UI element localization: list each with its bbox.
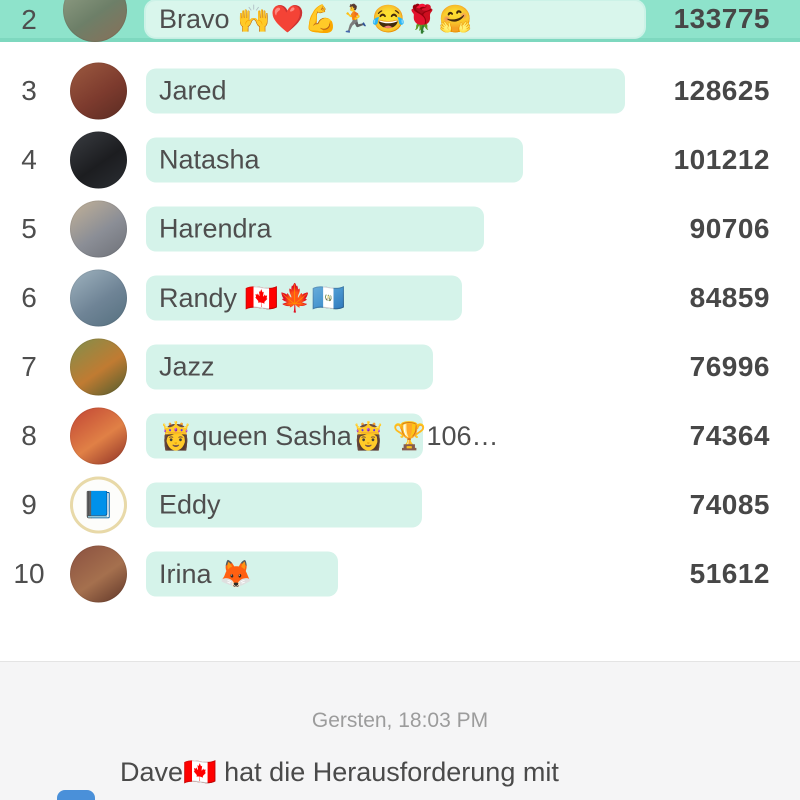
user-name: Randy 🇨🇦🍁🇬🇹 (159, 282, 346, 313)
user-avatar[interactable] (70, 62, 127, 119)
user-avatar[interactable] (70, 545, 127, 602)
rank-number: 3 (21, 74, 37, 106)
user-avatar[interactable] (70, 269, 127, 326)
user-name: Harendra (159, 213, 272, 243)
leaderboard-row[interactable]: 5 Harendra 90706 (0, 194, 800, 263)
leaderboard-row[interactable]: 9 📘 Eddy 74085 (0, 470, 800, 539)
rank-number: 5 (21, 212, 37, 244)
leaderboard-row[interactable]: 3 Jared 128625 (0, 56, 800, 125)
score-value: 84859 (689, 281, 770, 313)
rank-number: 4 (21, 143, 37, 175)
user-avatar[interactable] (70, 338, 127, 395)
challenge-message-text: Dave🇨🇦 hat die Herausforderung mit (120, 757, 559, 787)
score-bar (146, 206, 484, 251)
score-value: 76996 (689, 350, 770, 382)
user-name: Jared (159, 75, 227, 105)
score-value: 74085 (689, 488, 770, 520)
score-bar (146, 275, 462, 320)
score-bar (146, 413, 423, 458)
user-name: 👸queen Sasha👸 🏆106… (159, 420, 499, 451)
leaderboard-row[interactable]: 8 👸queen Sasha👸 🏆106… 74364 (0, 401, 800, 470)
leaderboard-row[interactable]: 10 Irina 🦊 51612 (0, 539, 800, 608)
chat-timestamp: Gersten, 18:03 PM (311, 709, 489, 732)
score-bar (146, 551, 338, 596)
score-value: 74364 (689, 419, 770, 451)
user-avatar-logo[interactable]: 📘 (70, 476, 127, 533)
rank-number: 8 (21, 419, 37, 451)
score-bar (146, 137, 523, 182)
leaderboard-list: 2 Bravo 🙌❤️💪🏃😂🌹🤗 133775 3 Jared 128625 4… (0, 0, 800, 608)
score-value: 90706 (689, 212, 770, 244)
score-bar (146, 1, 644, 37)
rank-number: 9 (21, 488, 37, 520)
score-value: 128625 (673, 74, 770, 106)
score-value: 133775 (673, 3, 770, 34)
chat-feed-section: Gersten, 18:03 PM Dave🇨🇦 hat die Herausf… (0, 661, 800, 800)
leaderboard-row[interactable]: 6 Randy 🇨🇦🍁🇬🇹 84859 (0, 263, 800, 332)
score-bar (146, 482, 422, 527)
user-name: Eddy (159, 489, 221, 519)
leaderboard-row-highlighted[interactable]: 2 Bravo 🙌❤️💪🏃😂🌹🤗 133775 (0, 0, 800, 42)
user-name: Natasha (159, 144, 260, 174)
user-name: Bravo 🙌❤️💪🏃😂🌹🤗 (159, 4, 473, 34)
user-name: Jazz (159, 351, 215, 381)
user-avatar[interactable] (70, 200, 127, 257)
user-name: Irina 🦊 (159, 558, 253, 589)
user-avatar[interactable] (70, 131, 127, 188)
score-value: 51612 (689, 557, 770, 589)
score-bar (146, 68, 625, 113)
leaderboard-row[interactable]: 4 Natasha 101212 (0, 125, 800, 194)
message-sender-avatar[interactable] (57, 790, 95, 800)
rank-number: 7 (21, 350, 37, 382)
rank-number: 6 (21, 281, 37, 313)
user-avatar[interactable] (70, 407, 127, 464)
user-avatar[interactable] (63, 0, 127, 42)
rank-number: 10 (13, 557, 45, 589)
rank-number: 2 (21, 4, 37, 35)
score-bar (146, 344, 433, 389)
score-value: 101212 (673, 143, 770, 175)
leaderboard-row[interactable]: 7 Jazz 76996 (0, 332, 800, 401)
